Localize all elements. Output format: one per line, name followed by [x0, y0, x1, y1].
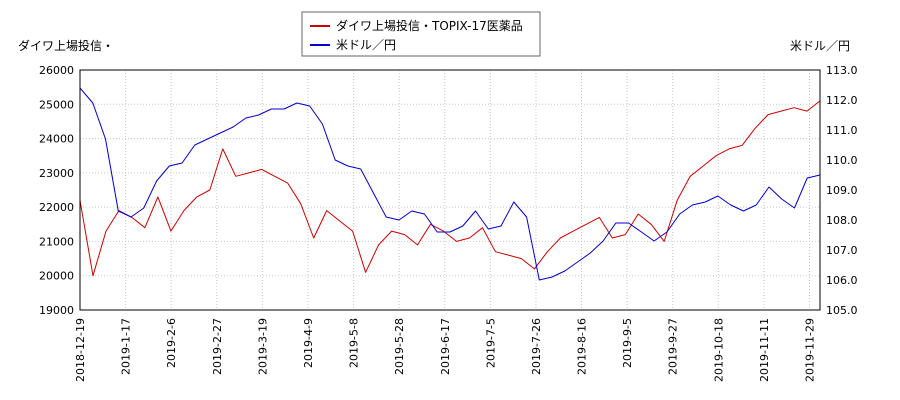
left-axis-ticks: 19000 20000 21000 22000 23000 24000 25000 26000: [39, 64, 74, 317]
x-tick-label: 2019-5-8: [348, 318, 361, 368]
series-lines: [79, 87, 821, 281]
right-tick-label: 111.0: [826, 124, 858, 137]
series-line-0: [79, 100, 821, 277]
x-tick-label: 2019-2-27: [211, 318, 224, 375]
right-tick-label: 105.0: [826, 304, 858, 317]
x-tick-label: 2019-6-17: [439, 318, 452, 375]
x-tick-label: 2019-5-28: [393, 318, 406, 375]
right-tick-label: 106.0: [826, 274, 858, 287]
right-axis-title: 米ドル／円: [790, 39, 850, 53]
series-line-1: [79, 87, 821, 281]
x-tick-label: 2019-7-5: [484, 318, 497, 368]
plot-frame: [79, 69, 821, 311]
left-tick-label: 19000: [39, 304, 74, 317]
left-tick-label: 26000: [39, 64, 74, 77]
x-tick-label: 2019-10-18: [712, 318, 725, 382]
legend-label-1: 米ドル／円: [336, 38, 396, 52]
x-tick-label: 2019-2-6: [165, 318, 178, 368]
grid-lines: [79, 69, 820, 311]
right-tick-label: 109.0: [826, 184, 858, 197]
x-tick-label: 2019-8-16: [576, 318, 589, 375]
x-tick-label: 2019-3-19: [256, 318, 269, 375]
x-tick-label: 2019-4-9: [302, 318, 315, 368]
left-tick-label: 23000: [39, 167, 74, 180]
right-tick-label: 112.0: [826, 94, 858, 107]
right-tick-label: 113.0: [826, 64, 858, 77]
x-tick-label: 2019-9-5: [621, 318, 634, 368]
left-tick-label: 21000: [39, 235, 74, 248]
right-tick-label: 107.0: [826, 244, 858, 257]
left-axis-title: ダイワ上場投信・: [18, 38, 114, 53]
right-tick-label: 108.0: [826, 214, 858, 227]
x-tick-label: 2018-12-19: [74, 318, 87, 382]
left-tick-label: 20000: [39, 270, 74, 283]
right-axis-ticks: 105.0 106.0 107.0 108.0 109.0 110.0 111.0 112.0…: [826, 64, 858, 317]
legend-box: ダイワ上場投信・TOPIX-17医薬品 米ドル／円: [301, 11, 541, 57]
x-tick-label: 2019-9-27: [667, 318, 680, 375]
x-tick-label: 2019-1-17: [120, 318, 133, 375]
left-tick-label: 25000: [39, 98, 74, 111]
x-axis-ticks: 2018-12-19 2019-1-17 2019-2-6 2019-2-27 2019…: [74, 318, 817, 382]
x-tick-label: 2019-11-11: [758, 318, 771, 382]
right-tick-label: 110.0: [826, 154, 858, 167]
left-tick-label: 24000: [39, 133, 74, 146]
legend-label-0: ダイワ上場投信・TOPIX-17医薬品: [336, 18, 523, 33]
x-tick-label: 2019-7-26: [530, 318, 543, 375]
x-tick-label: 2019-11-29: [804, 318, 817, 382]
left-tick-label: 22000: [39, 201, 74, 214]
